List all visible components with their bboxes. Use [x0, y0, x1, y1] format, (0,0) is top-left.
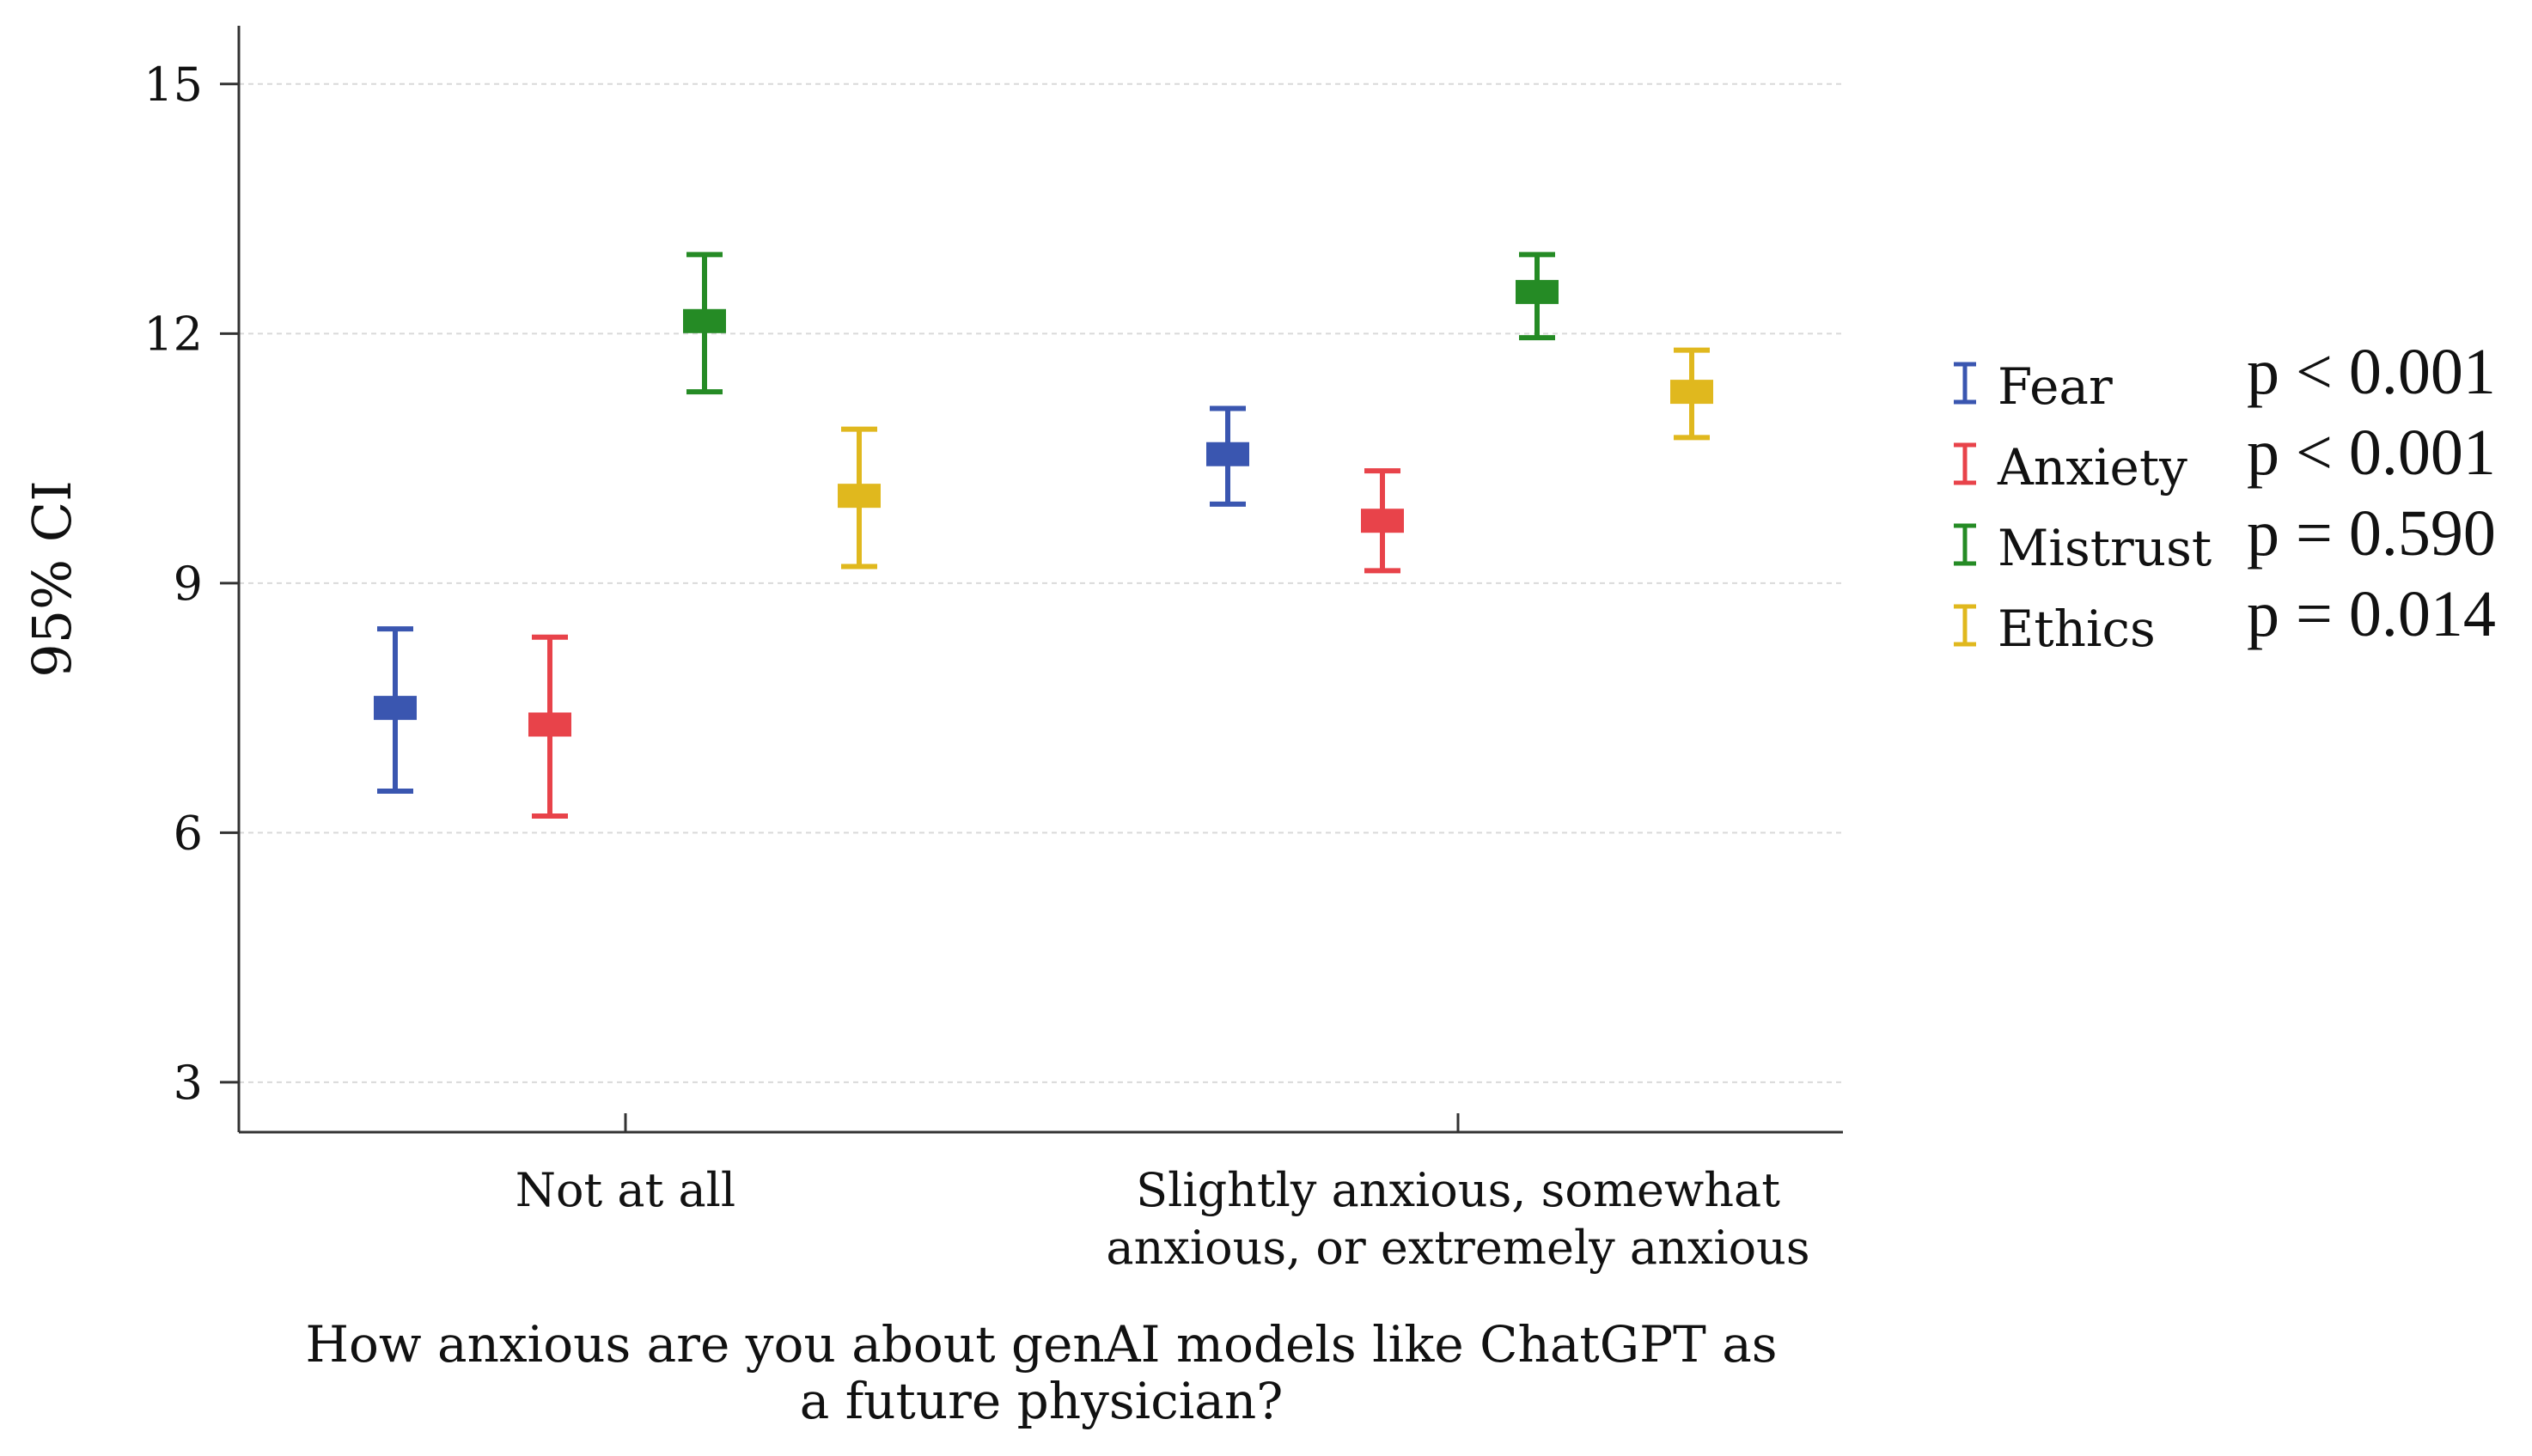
legend-p-value: p < 0.001 — [2247, 336, 2496, 408]
mean-marker — [1516, 279, 1559, 304]
x-axis-title: How anxious are you about genAI models l… — [305, 1315, 1777, 1430]
error-bar-series — [374, 252, 1713, 819]
legend-label: Ethics — [1998, 600, 2156, 658]
gridlines — [239, 82, 1843, 1083]
error-bar-ethics — [838, 426, 881, 570]
legend: Fear p < 0.001 Anxiety p < 0.001 Mistrust p =… — [1954, 336, 2496, 658]
legend-label: Mistrust — [1998, 519, 2212, 577]
x-tick-label: anxious, or extremely anxious — [1106, 1221, 1809, 1275]
error-bar-anxiety — [1361, 468, 1404, 574]
mean-marker — [1361, 509, 1404, 533]
legend-item-ethics: Ethics p = 0.014 — [1954, 578, 2496, 658]
legend-p-value: p < 0.001 — [2247, 417, 2496, 489]
y-tick-label: 6 — [174, 806, 203, 860]
legend-item-anxiety: Anxiety p < 0.001 — [1954, 417, 2496, 497]
x-axis-title-line: How anxious are you about genAI models l… — [305, 1315, 1777, 1374]
y-tick-label: 9 — [174, 557, 203, 611]
mean-marker — [374, 696, 417, 721]
y-tick-label: 3 — [174, 1056, 203, 1110]
mean-marker — [528, 712, 571, 737]
x-tick-label: Slightly anxious, somewhat — [1136, 1163, 1780, 1217]
legend-p-value: p = 0.590 — [2247, 497, 2496, 570]
legend-label: Anxiety — [1997, 438, 2187, 497]
y-axis-ticks: 3 6 9 12 15 — [143, 58, 239, 1110]
error-bar-mistrust — [683, 252, 726, 395]
legend-label: Fear — [1998, 357, 2113, 416]
y-axis-title: 95% CI — [21, 480, 83, 677]
legend-item-mistrust: Mistrust p = 0.590 — [1954, 497, 2496, 577]
legend-item-fear: Fear p < 0.001 — [1954, 336, 2496, 416]
error-bar-mistrust — [1516, 252, 1559, 341]
mean-marker — [683, 308, 726, 333]
x-tick-label: Not at all — [516, 1163, 735, 1217]
mean-marker — [1206, 442, 1249, 466]
legend-p-value: p = 0.014 — [2247, 578, 2496, 650]
error-bar-ethics — [1670, 347, 1713, 441]
mean-marker — [838, 484, 881, 509]
error-bar-fear — [374, 626, 417, 794]
y-tick-label: 12 — [143, 307, 203, 361]
error-bar-anxiety — [528, 634, 571, 819]
axes — [237, 26, 1843, 1134]
x-axis-ticks: Not at all Slightly anxious, somewhatanxi… — [516, 1113, 1810, 1275]
x-axis-title-line: a future physician? — [800, 1372, 1284, 1430]
mean-marker — [1670, 380, 1713, 405]
error-bar-fear — [1206, 405, 1249, 507]
y-tick-label: 15 — [143, 58, 203, 112]
